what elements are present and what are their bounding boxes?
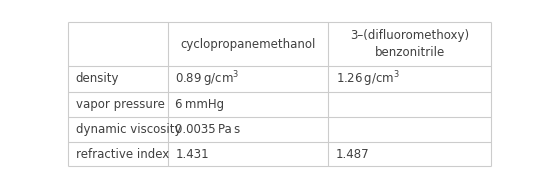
Text: 0.0035 Pa s: 0.0035 Pa s	[175, 123, 241, 136]
Text: 1.26 g/cm$^3$: 1.26 g/cm$^3$	[336, 69, 400, 89]
Text: dynamic viscosity: dynamic viscosity	[76, 123, 181, 136]
Text: 1.431: 1.431	[175, 148, 209, 161]
Text: vapor pressure: vapor pressure	[76, 98, 165, 111]
Text: cyclopropanemethanol: cyclopropanemethanol	[180, 38, 316, 51]
Text: 6 mmHg: 6 mmHg	[175, 98, 224, 111]
Text: density: density	[76, 72, 120, 85]
Text: 0.89 g/cm$^3$: 0.89 g/cm$^3$	[175, 69, 239, 89]
Text: refractive index: refractive index	[76, 148, 169, 161]
Text: 3–(difluoromethoxy)
benzonitrile: 3–(difluoromethoxy) benzonitrile	[351, 29, 470, 59]
Text: 1.487: 1.487	[336, 148, 370, 161]
